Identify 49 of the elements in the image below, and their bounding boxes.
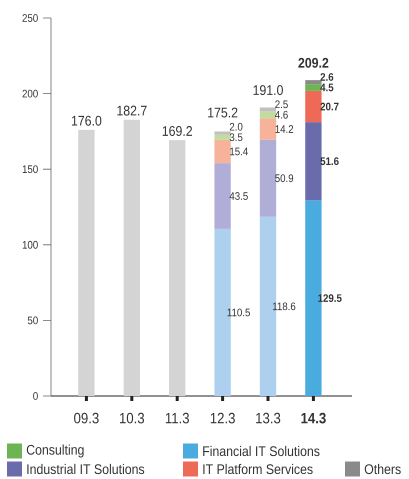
total-label: 209.2 [298,58,328,68]
data-label: 50.9 [275,174,294,182]
bar [260,118,276,140]
total-label: 169.2 [162,126,192,136]
y-tick-label: 100 [22,240,38,249]
bar [214,132,231,135]
bar [214,140,231,164]
data-label: 43.5 [230,192,248,200]
bar [305,84,322,91]
x-tick-label: 10.3 [120,412,144,424]
bar [214,134,231,140]
legend-label: IT Platform Services [203,464,313,474]
bar [305,80,322,84]
bar [78,130,95,396]
legend-label: Financial IT Solutions [203,446,320,456]
total-label: 176.0 [72,116,102,126]
bar [305,90,322,122]
data-label: 3.5 [230,133,242,142]
total-label: 191.0 [254,85,283,96]
data-label: 4.6 [274,110,288,119]
bar [260,140,276,217]
x-tick-label: 11.3 [166,412,189,424]
x-tick-label: 13.3 [256,412,280,424]
bar [260,111,276,118]
bar [214,163,231,229]
x-tick-label: 14.3 [301,412,326,424]
data-label: 118.6 [273,302,296,310]
data-label: 2.0 [230,122,242,131]
y-tick-label: 200 [22,90,38,98]
bar [305,122,322,200]
total-label: 182.7 [117,106,147,116]
x-tick-label: 12.3 [210,412,235,424]
bar [124,120,140,396]
x-tick-label: 09.3 [74,412,99,424]
legend-label: Consulting [26,444,84,458]
y-tick-label: 0 [33,392,38,400]
data-label: 14.2 [276,125,294,133]
data-label: 2.5 [275,100,288,108]
total-label: 175.2 [208,108,238,118]
data-label: 15.4 [230,148,248,156]
data-label: 110.5 [228,308,250,316]
data-label: 2.6 [320,73,334,81]
legend-label: Industrial IT Solutions [27,464,144,474]
y-tick-label: 250 [22,14,38,22]
y-tick-label: 150 [22,165,38,174]
bar [169,140,186,396]
bar [260,108,276,112]
legend-label: Others [364,464,401,474]
y-tick-label: 50 [28,316,38,324]
